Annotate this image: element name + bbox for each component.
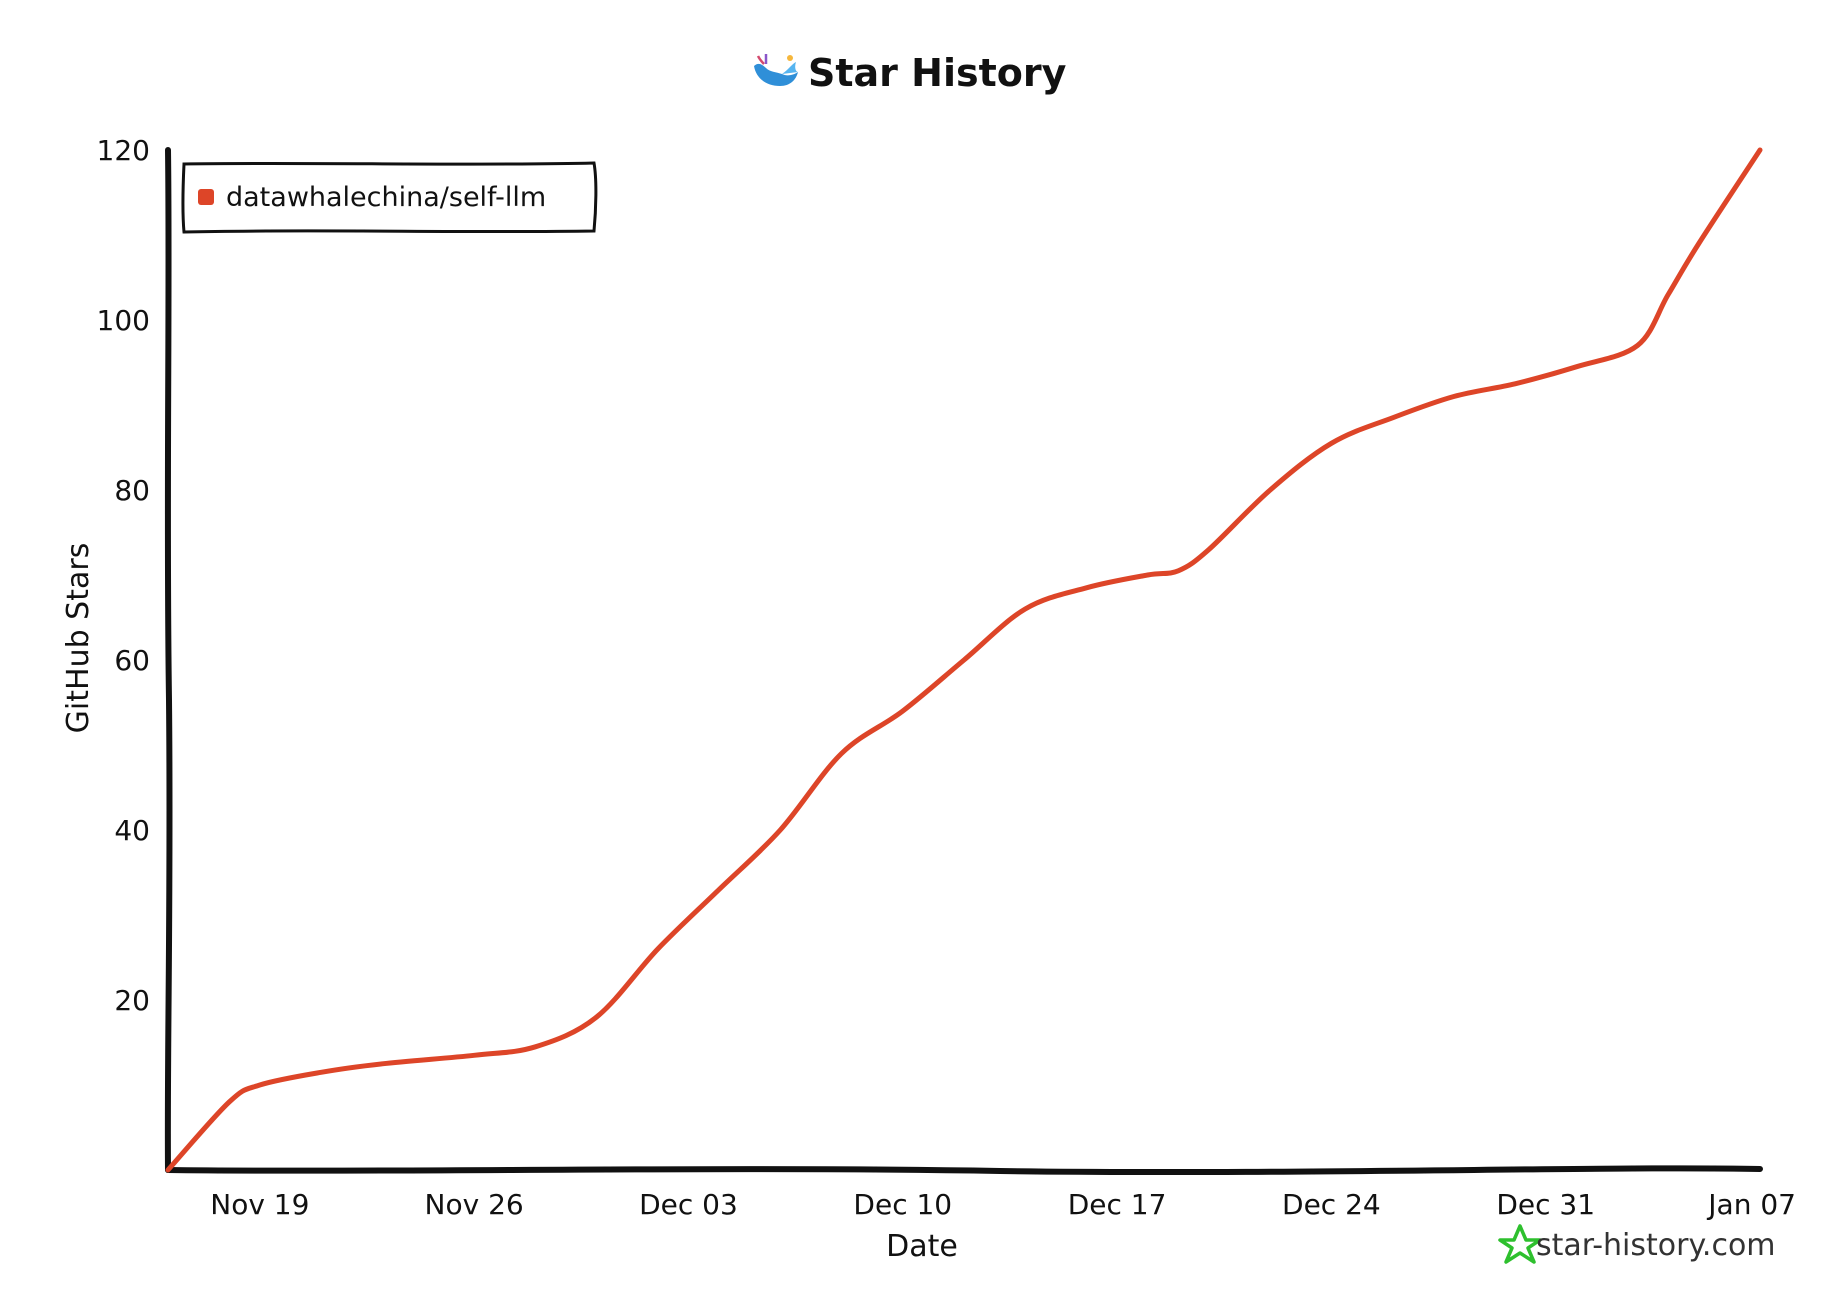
x-axis-line (165, 1165, 1763, 1176)
watermark-text[interactable]: star-history.com (1536, 1228, 1776, 1263)
y-tick-label: 120 (97, 134, 150, 167)
x-axis-label: Date (886, 1229, 958, 1264)
y-tick-label: 80 (114, 474, 150, 507)
x-tick-label: Nov 26 (425, 1188, 524, 1221)
chart-title-text: Star History (808, 51, 1067, 95)
x-axis-ticks: Nov 19 Nov 26 Dec 03 Dec 10 Dec 17 Dec 24 Dec … (210, 1188, 1796, 1221)
y-tick-label: 20 (114, 984, 150, 1017)
y-axis-label: GitHub Stars (61, 543, 96, 734)
legend-box (181, 161, 598, 234)
x-tick-label: Jan 07 (1706, 1188, 1796, 1221)
whale-logo-icon (754, 54, 798, 86)
x-tick-label: Dec 31 (1496, 1188, 1595, 1221)
y-tick-label: 60 (114, 644, 150, 677)
y-tick-label: 100 (97, 304, 150, 337)
legend-swatch (198, 189, 214, 205)
x-tick-label: Dec 03 (639, 1188, 738, 1221)
y-axis-line (164, 147, 173, 1173)
chart-title: Star History (754, 51, 1067, 95)
y-axis-ticks: 20 40 60 80 100 120 (97, 134, 150, 1017)
star-history-logo-icon (1498, 1224, 1542, 1264)
legend-item-label: datawhalechina/self-llm (226, 182, 546, 213)
x-tick-label: Dec 10 (853, 1188, 952, 1221)
x-tick-label: Dec 17 (1068, 1188, 1167, 1221)
y-tick-label: 40 (114, 814, 150, 847)
legend: datawhalechina/self-llm (181, 161, 598, 234)
x-tick-label: Dec 24 (1282, 1188, 1381, 1221)
series-group (165, 147, 1763, 1173)
series-line (165, 147, 1763, 1173)
axes (164, 147, 1763, 1176)
watermark[interactable]: star-history.com (1498, 1224, 1776, 1264)
x-tick-label: Nov 19 (210, 1188, 309, 1221)
